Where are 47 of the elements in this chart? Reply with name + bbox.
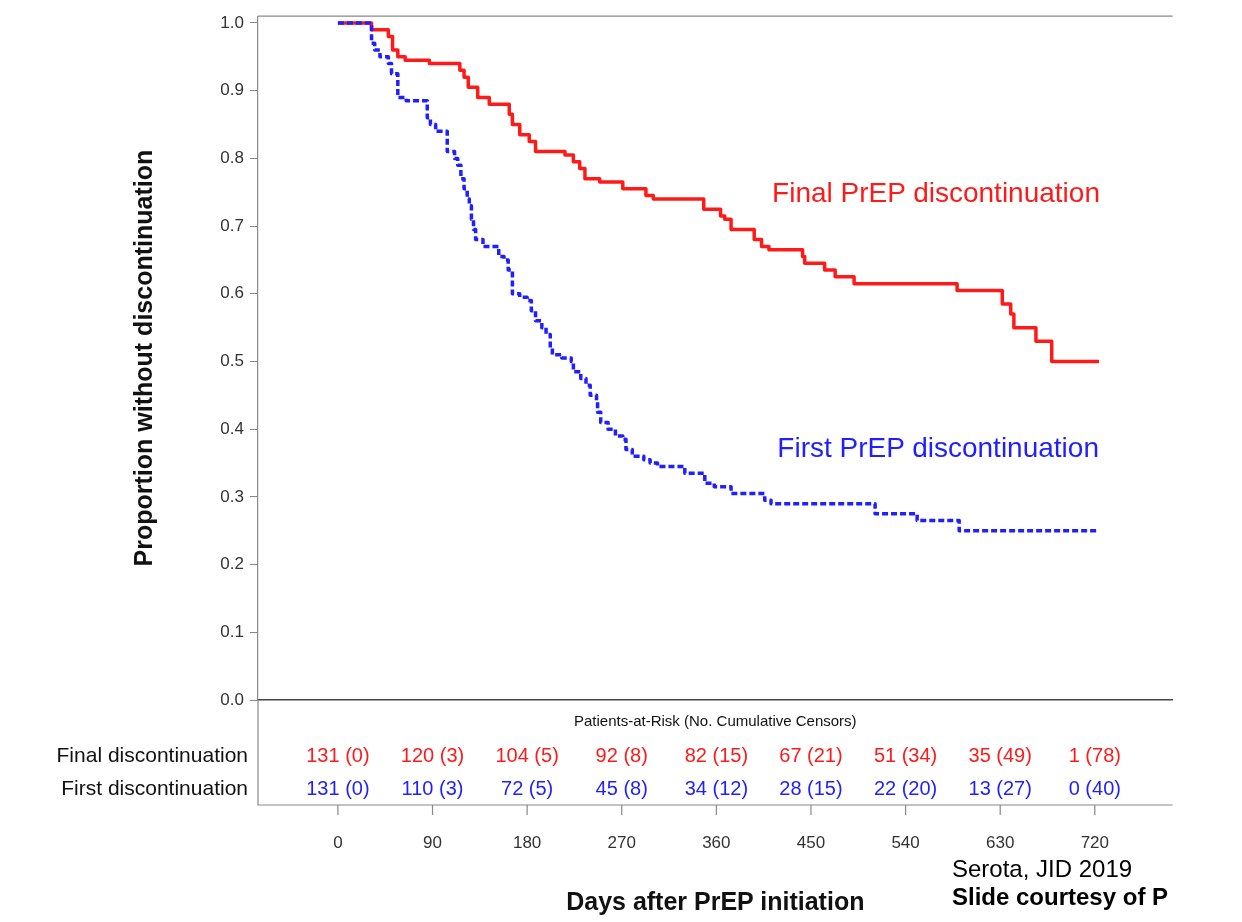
x-tick-label: 90 bbox=[423, 832, 442, 852]
text: 22 (20) bbox=[873, 776, 938, 799]
text: 28 (15) bbox=[779, 776, 843, 799]
y-axis-title: Proportion without discontinuation bbox=[128, 149, 157, 567]
y-tick-label: 0.9 bbox=[220, 80, 244, 100]
series-label: First PrEP discontinuation bbox=[777, 432, 1099, 464]
x-tick-label: 180 bbox=[512, 832, 542, 852]
text: 13 (27) bbox=[968, 776, 1032, 799]
y-tick-label: 0.7 bbox=[220, 215, 244, 235]
text: 82 (15) bbox=[684, 743, 749, 766]
text: Patients-at-Risk (No. Cumulative Censors) bbox=[574, 712, 857, 730]
x-axis-title: Days after PrEP initiation bbox=[566, 886, 865, 915]
text: 72 (5) bbox=[501, 776, 554, 799]
x-tick-label: 540 bbox=[891, 832, 920, 852]
x-tick-label: 270 bbox=[607, 832, 636, 852]
text: 67 (21) bbox=[779, 743, 843, 766]
text: 110 (3) bbox=[401, 776, 464, 799]
text: First discontinuation bbox=[61, 775, 248, 799]
y-tick-label: 0.2 bbox=[220, 554, 244, 574]
text: 131 (0) bbox=[306, 776, 370, 799]
text: 34 (12) bbox=[684, 776, 749, 799]
x-tick-label: 360 bbox=[702, 832, 731, 852]
x-tick-label: 450 bbox=[796, 832, 826, 852]
y-tick-label: 0.5 bbox=[220, 351, 244, 371]
y-tick-label: 1.0 bbox=[220, 12, 244, 32]
text: 35 (49) bbox=[968, 743, 1032, 766]
y-tick-label: 0.4 bbox=[220, 418, 244, 438]
y-tick-label: 0.8 bbox=[220, 148, 244, 168]
y-tick-label: 0.1 bbox=[220, 621, 244, 641]
text: 104 (5) bbox=[495, 743, 559, 766]
text: 51 (34) bbox=[873, 743, 938, 766]
text: Serota, JID 2019 bbox=[952, 854, 1133, 882]
text: 92 (8) bbox=[595, 743, 648, 766]
text: 120 (3) bbox=[400, 743, 465, 766]
text: 45 (8) bbox=[595, 776, 648, 799]
text: 1 (78) bbox=[1068, 743, 1121, 766]
y-tick-label: 0.0 bbox=[220, 689, 244, 709]
series-label: Final PrEP discontinuation bbox=[772, 176, 1100, 208]
y-tick-label: 0.6 bbox=[220, 283, 244, 303]
text: 0 (40) bbox=[1068, 776, 1121, 799]
text: 131 (0) bbox=[306, 743, 370, 766]
x-tick-label: 630 bbox=[986, 832, 1015, 852]
y-tick-label: 0.3 bbox=[220, 486, 244, 506]
x-tick-label: 720 bbox=[1080, 832, 1110, 852]
text: Slide courtesy of P bbox=[952, 882, 1169, 910]
x-tick-label: 0 bbox=[333, 832, 343, 852]
text: Final discontinuation bbox=[56, 742, 248, 766]
